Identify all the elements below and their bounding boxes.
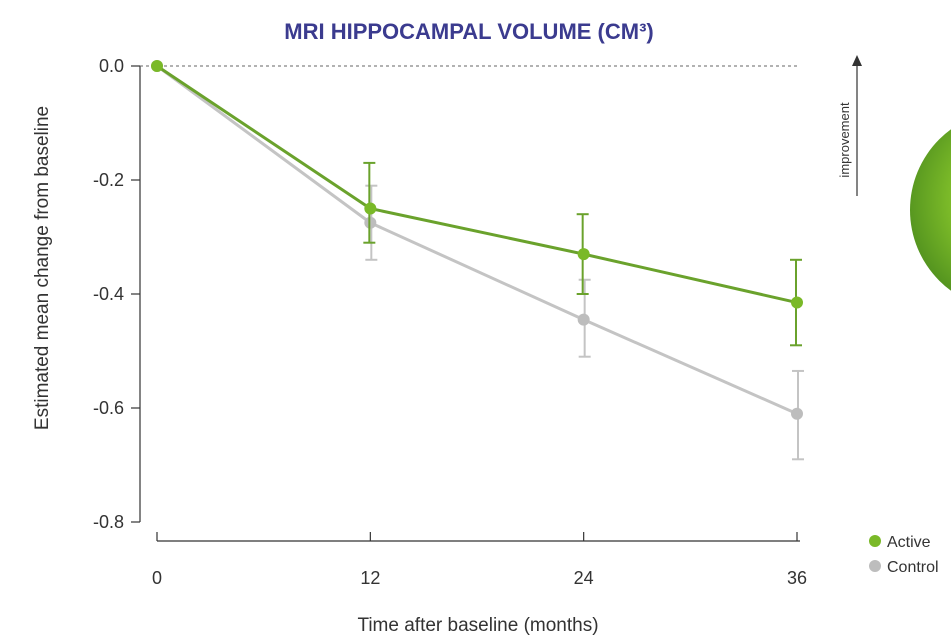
y-tick-label: -0.2 xyxy=(93,170,124,190)
data-point-control xyxy=(577,313,590,326)
series-line-active xyxy=(156,64,798,305)
y-axis-label: Estimated mean change from baseline xyxy=(32,106,53,430)
x-tick-label: 12 xyxy=(360,568,380,588)
y-tick-label: 0.0 xyxy=(99,56,124,76)
improvement-annotation: improvement xyxy=(837,102,852,178)
series-active xyxy=(151,60,803,347)
decorative-green-sphere xyxy=(910,129,951,291)
improvement-arrow-head xyxy=(852,55,862,66)
legend: Active Control xyxy=(869,534,939,576)
legend-label-control: Control xyxy=(887,559,939,576)
data-point-active xyxy=(577,248,590,261)
x-tick-label: 36 xyxy=(787,568,807,588)
data-point-active xyxy=(791,296,803,309)
legend-label-active: Active xyxy=(887,534,931,551)
y-tick-label: -0.6 xyxy=(93,398,124,418)
y-ticks: 0.0 -0.2 -0.4 -0.6 -0.8 xyxy=(93,56,140,532)
data-point-active xyxy=(151,60,163,72)
y-tick-label: -0.4 xyxy=(93,284,124,304)
x-tick-label: 0 xyxy=(152,568,162,588)
x-axis-label: Time after baseline (months) xyxy=(357,615,598,636)
series-layer xyxy=(151,60,804,461)
data-point-control xyxy=(791,407,803,420)
series-line-control xyxy=(156,64,798,416)
series-control xyxy=(151,60,804,461)
chart-title: MRI HIPPOCAMPAL VOLUME (CM³) xyxy=(284,19,654,44)
data-point-active xyxy=(364,202,377,215)
legend-marker-active xyxy=(869,535,881,547)
x-tick-label: 24 xyxy=(574,568,594,588)
y-tick-label: -0.8 xyxy=(93,512,124,532)
legend-marker-control xyxy=(869,560,881,572)
x-ticks: 0 12 24 36 xyxy=(152,532,807,588)
